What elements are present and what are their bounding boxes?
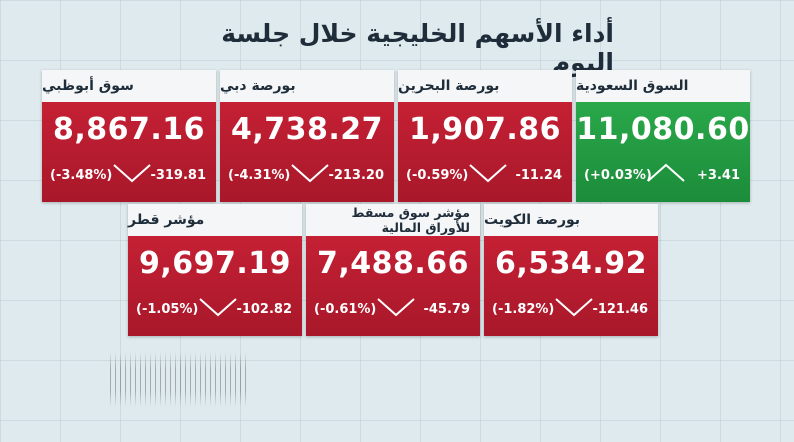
arrow-down-icon [291, 164, 329, 183]
market-name: مؤشر قطر [128, 212, 205, 228]
market-card-qatar: مؤشر قطر 9,697.19 (-1.05%) -102.82 [128, 204, 302, 336]
market-value: 11,080.60 [576, 112, 750, 147]
background-waveform [110, 352, 250, 407]
market-change: -213.20 [328, 168, 384, 183]
market-value: 1,907.86 [408, 112, 562, 147]
arrow-down-icon [377, 298, 415, 317]
market-card-abu-dhabi: سوق أبوظبي 8,867.16 (-3.48%) -319.81 [42, 70, 216, 202]
market-change: +3.41 [697, 168, 740, 183]
market-percent: (-0.61%) [314, 302, 377, 317]
market-percent: (-1.05%) [136, 302, 199, 317]
market-change: -11.24 [515, 168, 562, 183]
market-percent: (+0.03%) [584, 168, 652, 183]
market-card-dubai: بورصة دبي 4,738.27 (-4.31%) -213.20 [220, 70, 394, 202]
market-card-saudi: السوق السعودية 11,080.60 (+0.03%) +3.41 [576, 70, 750, 202]
market-change: -45.79 [423, 302, 470, 317]
arrow-down-icon [555, 298, 593, 317]
market-change: -102.82 [236, 302, 292, 317]
market-percent: (-4.31%) [228, 168, 291, 183]
market-name: بورصة دبي [220, 78, 296, 94]
arrow-down-icon [199, 298, 237, 317]
market-change: -319.81 [150, 168, 206, 183]
market-name: بورصة الكويت [484, 212, 581, 228]
market-value: 7,488.66 [316, 246, 470, 281]
arrow-down-icon [469, 164, 507, 183]
market-value: 4,738.27 [230, 112, 384, 147]
market-percent: (-3.48%) [50, 168, 113, 183]
market-value: 8,867.16 [52, 112, 206, 147]
market-name: سوق أبوظبي [42, 78, 134, 94]
market-name: السوق السعودية [576, 78, 689, 94]
market-percent: (-0.59%) [406, 168, 469, 183]
arrow-up-icon [647, 163, 685, 182]
page-title: أداء الأسهم الخليجية خلال جلسة اليوم [221, 19, 614, 77]
arrow-down-icon [113, 164, 151, 183]
market-card-kuwait: بورصة الكويت 6,534.92 (-1.82%) -121.46 [484, 204, 658, 336]
market-card-muscat: مؤشر سوق مسقط للأوراق المالية 7,488.66 (… [306, 204, 480, 336]
market-name: بورصة البحرين [398, 78, 500, 94]
market-name: مؤشر سوق مسقط للأوراق المالية [351, 205, 471, 235]
market-value: 6,534.92 [494, 246, 648, 281]
market-percent: (-1.82%) [492, 302, 555, 317]
market-value: 9,697.19 [138, 246, 292, 281]
market-card-bahrain: بورصة البحرين 1,907.86 (-0.59%) -11.24 [398, 70, 572, 202]
market-change: -121.46 [592, 302, 648, 317]
